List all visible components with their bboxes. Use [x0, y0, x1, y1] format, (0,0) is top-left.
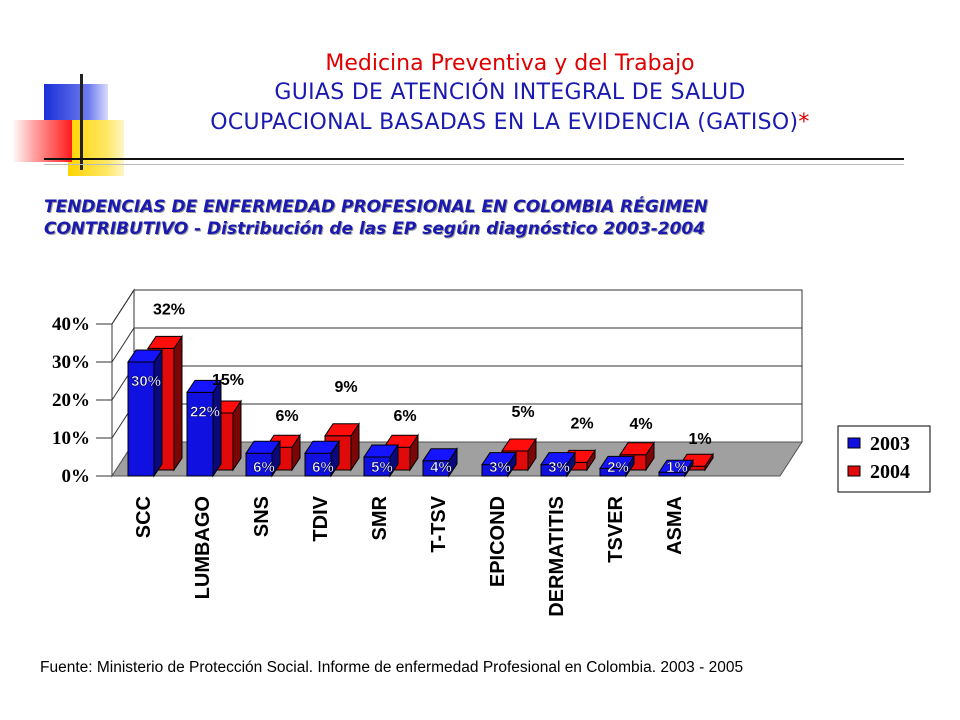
- bar-2003-sns: [245, 439, 281, 478]
- data-label-2003: 4%: [430, 459, 452, 476]
- data-label-2003: 22%: [190, 403, 220, 420]
- bar-2003-tdiv: [304, 439, 340, 478]
- data-label-2003: 6%: [253, 459, 275, 476]
- data-label-2004: 9%: [334, 379, 357, 396]
- bar-2004-top: [383, 434, 419, 448]
- bar-2003-tsver-top: [599, 455, 635, 469]
- bar-2003-asma: [658, 458, 694, 478]
- bar-2003-dermatitis: [540, 450, 576, 478]
- x-category-label: EPICOND: [487, 496, 509, 587]
- bar-2004-top: [324, 423, 360, 437]
- title-asterisk: *: [798, 110, 810, 135]
- title-line-3-text: OCUPACIONAL BASADAS EN LA EVIDENCIA (GAT…: [210, 110, 799, 135]
- bar-2003-tsver: [599, 454, 635, 478]
- bar-2003-lumbago-front: [186, 391, 214, 477]
- y-tick-label: 20%: [52, 390, 90, 411]
- data-label-2004: 1%: [688, 431, 711, 448]
- bar-2003-scc-side: [153, 348, 163, 478]
- x-category-label: SCC: [133, 496, 155, 538]
- x-category-label: ASMA: [664, 496, 686, 555]
- bar-2003-smr: [363, 443, 399, 478]
- data-label-2003: 5%: [371, 459, 393, 476]
- data-label-2004: 4%: [629, 416, 652, 433]
- gridline: [111, 327, 802, 363]
- bar-2003-lumbago-side: [212, 378, 222, 478]
- subtitle-line-1: TENDENCIAS DE ENFERMEDAD PROFESIONAL EN …: [44, 197, 708, 217]
- bar-2003-lumbago: [186, 378, 222, 478]
- bar-2003-scc-top: [127, 349, 163, 363]
- bar-2004-top: [501, 438, 537, 452]
- x-category-label: TSVER: [605, 495, 627, 562]
- bar-2003-t-tsv: [422, 447, 458, 478]
- legend-swatch-2003: [847, 437, 861, 449]
- bar-2003-asma-top: [658, 459, 694, 473]
- title-line-2: GUIAS DE ATENCIÓN INTEGRAL DE SALUD: [274, 80, 746, 105]
- bar-2003-scc: [127, 348, 163, 478]
- y-tick-label: 40%: [52, 314, 90, 335]
- legend-swatch-2004: [847, 465, 861, 477]
- data-label-2003: 1%: [666, 459, 688, 476]
- bar-2003-sns-top: [245, 440, 281, 454]
- data-label-2003: 3%: [489, 459, 511, 476]
- data-label-2003: 6%: [312, 459, 334, 476]
- y-tick-label: 30%: [52, 352, 90, 373]
- legend-label-2004: 2004: [870, 461, 910, 483]
- bar-2003-epicond-top: [481, 452, 517, 466]
- bar-2003-smr-top: [363, 444, 399, 458]
- bar-chart: 0% 10% 20% 30% 40% SCC LUMBAGO SNS TDIV SMR T-TSV E…: [52, 288, 931, 617]
- bar-2003-dermatitis-top: [540, 452, 576, 466]
- slide-header: Medicina Preventiva y del Trabajo GUIAS …: [100, 50, 920, 138]
- data-label-2004: 2%: [570, 415, 593, 432]
- title-line-1: Medicina Preventiva y del Trabajo: [325, 51, 695, 76]
- chart-subtitle: TENDENCIAS DE ENFERMEDAD PROFESIONAL EN …: [44, 196, 944, 240]
- data-label-2004: 6%: [393, 408, 416, 425]
- title-line-3: OCUPACIONAL BASADAS EN LA EVIDENCIA (GAT…: [100, 108, 920, 138]
- data-label-2004: 15%: [212, 372, 244, 389]
- data-label-2004: 5%: [511, 404, 534, 421]
- x-category-label: SMR: [369, 495, 391, 540]
- bar-2004-side: [173, 334, 183, 472]
- bar-2003-t-tsv-top: [422, 448, 458, 462]
- legend-label-2003: 2003: [870, 433, 910, 455]
- data-label-2003: 3%: [548, 459, 570, 476]
- title-divider-line: [44, 158, 904, 160]
- decorative-vertical-line: [80, 74, 83, 170]
- bar-2003-epicond: [481, 450, 517, 478]
- bar-2004-top: [619, 442, 655, 456]
- title-divider-shadow: [44, 164, 904, 165]
- source-note: Fuente: Ministerio de Protección Social.…: [40, 659, 744, 676]
- data-label-2004: 6%: [275, 408, 298, 425]
- legend-box: [837, 425, 931, 493]
- data-label-2003: 2%: [607, 459, 629, 476]
- decorative-yellow-square: [68, 120, 124, 176]
- y-tick-label: 10%: [52, 428, 90, 449]
- bar-2004-top: [147, 335, 183, 349]
- gridline: [111, 289, 802, 325]
- decorative-red-square: [12, 120, 72, 162]
- data-label-2004: 32%: [153, 301, 185, 318]
- x-category-label: LUMBAGO: [192, 496, 214, 599]
- bar-2003-lumbago-top: [186, 379, 222, 393]
- y-tick-label: 0%: [62, 466, 91, 487]
- x-category-label: DERMATITIS: [546, 496, 568, 617]
- data-label-2003: 30%: [131, 373, 161, 390]
- bar-2003-tdiv-top: [304, 440, 340, 454]
- x-category-label: T-TSV: [428, 495, 450, 552]
- subtitle-line-2: CONTRIBUTIVO - Distribución de las EP se…: [44, 219, 706, 239]
- x-category-label: SNS: [251, 496, 273, 537]
- x-category-label: TDIV: [310, 495, 332, 541]
